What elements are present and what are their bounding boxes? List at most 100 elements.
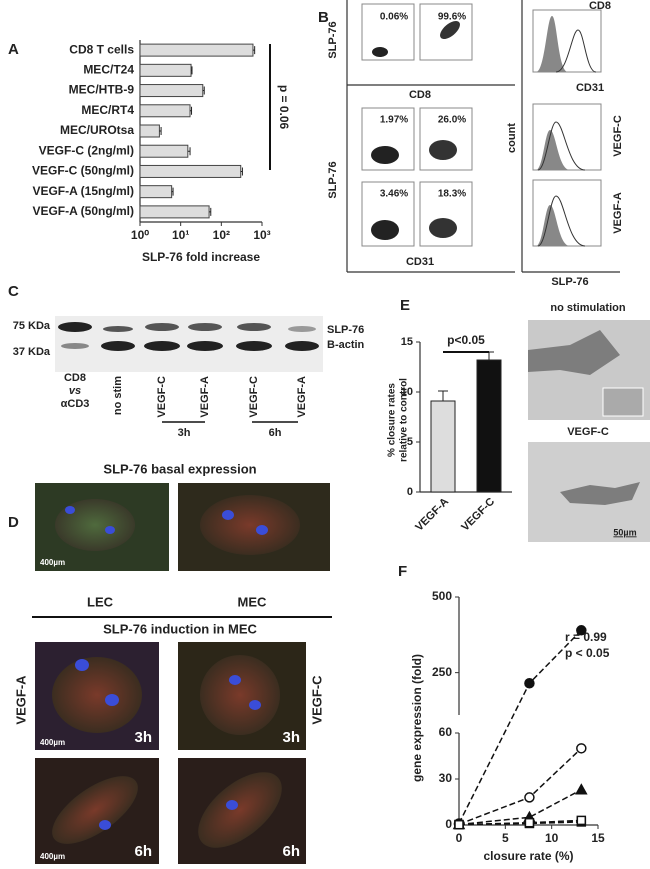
band-row: [103, 323, 316, 332]
histogram-panel: CD8 CD31 VEGF-C VEGF-A count SLP-76: [506, 0, 624, 288]
lane-label: VEGF-A: [199, 376, 211, 418]
time-label: 6h: [282, 843, 300, 860]
dot-cloud: [429, 218, 457, 238]
bar: [476, 359, 502, 493]
time-label: 3h: [178, 427, 191, 439]
error-bar: [209, 207, 212, 216]
nucleus: [256, 525, 268, 535]
error-bar: [187, 147, 191, 156]
y-tick-label: 30: [439, 771, 453, 785]
error-bar: [190, 106, 193, 115]
error-bar: [171, 187, 174, 196]
bar: [139, 104, 191, 118]
percentage: 99.6%: [438, 12, 466, 23]
scale-label: 400µm: [40, 738, 65, 747]
annotation: p<0.05: [447, 333, 485, 347]
time-label: 3h: [134, 729, 152, 746]
point: [575, 783, 588, 795]
dot-cloud: [372, 47, 388, 57]
error-bar: [484, 351, 494, 360]
histogram-title: CD31: [576, 82, 604, 94]
series-line: [458, 629, 582, 824]
cell: [200, 655, 280, 735]
cell-label: MEC: [238, 594, 268, 609]
dot-cloud: [371, 220, 399, 240]
dot-cloud: [371, 146, 399, 164]
flow-panel: SLP-76 CD8 SLP-76 CD31 0.06% 99.6% 1.97%…: [327, 0, 515, 273]
axis-label: CD8: [409, 89, 431, 101]
marker-label: 37 KDa: [13, 346, 51, 358]
y-axis-label: relative to control: [399, 378, 410, 462]
dot-plot: [361, 3, 415, 61]
error-bar: [191, 66, 193, 75]
dot-cloud: [440, 21, 460, 39]
percentage: 1.97%: [380, 115, 408, 126]
x-tick-label: 0: [456, 831, 463, 845]
percentage: 26.0%: [438, 115, 466, 126]
bar: [139, 205, 210, 219]
cell: [52, 657, 142, 733]
section-title: SLP-76 basal expression: [103, 461, 256, 476]
category-label: VEGF-C (2ng/ml): [39, 143, 134, 157]
marker-label: 75 KDa: [13, 320, 51, 332]
lane-label: no stim: [112, 376, 124, 415]
category-label: MEC/HTB-9: [69, 83, 135, 97]
lane-label: VEGF-A: [296, 376, 308, 418]
error-bar: [202, 86, 205, 95]
lane-label: vs: [69, 385, 81, 397]
category-label: MEC/T24: [83, 63, 134, 77]
image-title: VEGF-C: [567, 426, 609, 438]
lane-label: VEGF-C: [248, 376, 260, 418]
x-tick-label: 10¹: [172, 228, 189, 242]
bar: [430, 400, 456, 493]
axis-label: SLP-76: [551, 276, 588, 288]
point: [576, 625, 587, 636]
gap: [528, 330, 620, 375]
histogram-fill: [536, 16, 568, 72]
x-tick-label: VEGF-C: [459, 496, 497, 534]
category-label: MEC/UROtsa: [60, 123, 134, 137]
y-tick-label: 10: [401, 386, 413, 398]
panel-label: A: [8, 41, 19, 58]
western-blot: 75 KDa 37 KDa SLP-76 B-actin CD8 vs αCD3…: [13, 316, 365, 439]
category-label: VEGF-A (50ng/ml): [32, 204, 134, 218]
nucleus: [105, 694, 119, 706]
panel-label: C: [8, 283, 19, 300]
y-tick-label: 250: [432, 665, 452, 679]
x-tick-label: 5: [502, 831, 509, 845]
band: [61, 343, 89, 349]
band-label: B-actin: [327, 339, 365, 351]
x-tick-label: 10: [545, 831, 559, 845]
x-tick-label: 10⁰: [131, 228, 149, 242]
axis-label: SLP-76: [327, 21, 339, 58]
cell: [200, 495, 300, 555]
y-tick-label: 60: [439, 725, 453, 739]
panel-label: F: [398, 563, 407, 580]
x-tick-label: VEGF-A: [413, 496, 451, 534]
percentage: 3.46%: [380, 189, 408, 200]
micrographs: SLP-76 basal expression 400µm LEC MEC SL…: [13, 461, 332, 864]
row-label: VEGF-C: [612, 115, 624, 157]
point: [576, 815, 587, 826]
bar: [139, 185, 173, 199]
histogram-line: [537, 121, 586, 171]
y-tick-label: 5: [407, 436, 413, 448]
band-row: [101, 341, 319, 351]
series-line: [458, 789, 582, 826]
axis-label: SLP-76: [327, 161, 339, 198]
x-tick-label: 15: [591, 831, 605, 845]
series-line: [458, 819, 582, 826]
scale-label: 400µm: [40, 852, 65, 861]
gap: [560, 482, 640, 505]
axis-label: CD31: [406, 256, 434, 268]
image-title: no stimulation: [550, 302, 625, 314]
scratch-assay: no stimulation VEGF-C 50µm: [528, 302, 650, 542]
bar: [139, 164, 242, 178]
error-bar: [252, 46, 256, 55]
scale-label: 400µm: [40, 558, 65, 567]
nucleus: [222, 510, 234, 520]
section-title: SLP-76 induction in MEC: [103, 621, 257, 636]
cell: [55, 499, 135, 551]
y-axis-label: gene expression (fold): [410, 654, 424, 782]
